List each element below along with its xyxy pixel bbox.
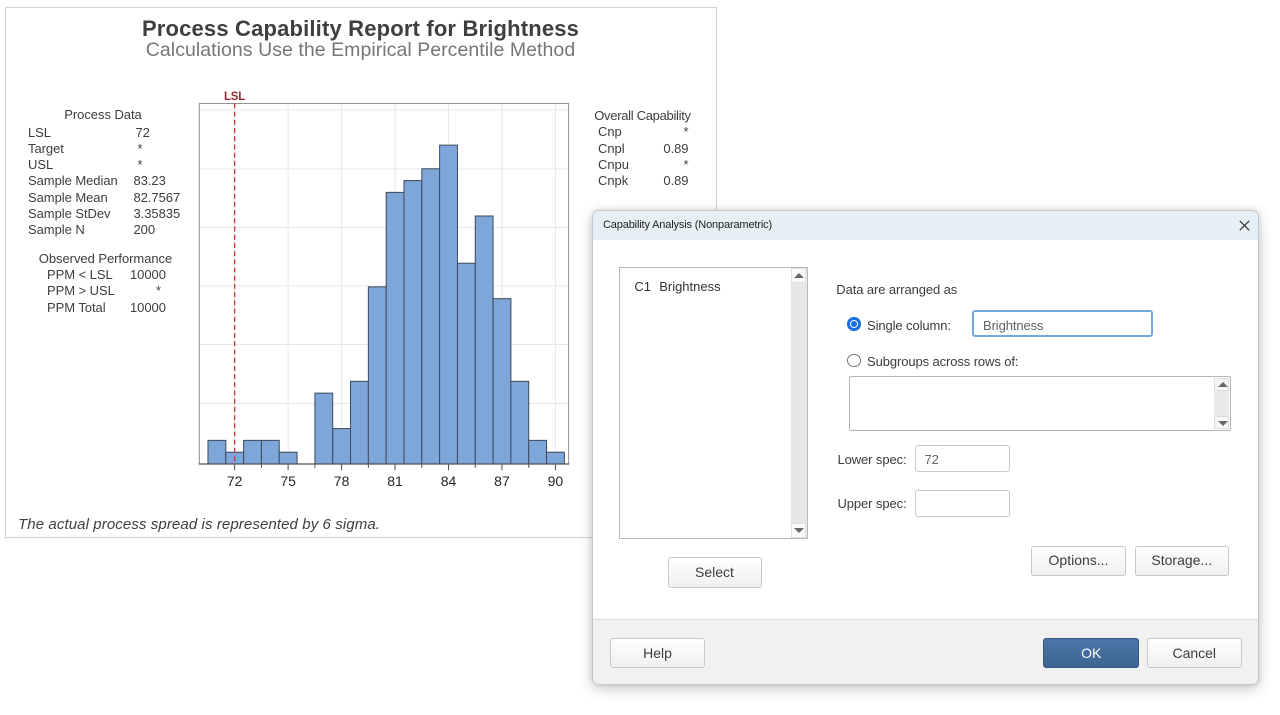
svg-text:72: 72 <box>227 473 243 489</box>
svg-text:78: 78 <box>334 473 350 489</box>
svg-text:75: 75 <box>280 473 296 489</box>
svg-text:90: 90 <box>548 473 564 489</box>
svg-text:84: 84 <box>441 473 457 489</box>
svg-text:81: 81 <box>387 473 403 489</box>
svg-text:87: 87 <box>494 473 510 489</box>
svg-text:LSL: LSL <box>224 91 245 103</box>
